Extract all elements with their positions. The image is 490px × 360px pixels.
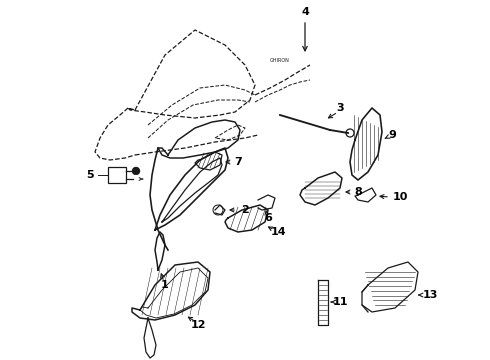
Text: 2: 2 bbox=[241, 205, 249, 215]
Text: 5: 5 bbox=[86, 170, 94, 180]
Text: 12: 12 bbox=[190, 320, 206, 330]
Text: 10: 10 bbox=[392, 192, 408, 202]
Text: 13: 13 bbox=[422, 290, 438, 300]
Text: 11: 11 bbox=[332, 297, 348, 307]
Text: 3: 3 bbox=[336, 103, 344, 113]
Text: 9: 9 bbox=[388, 130, 396, 140]
Bar bbox=[108, 167, 126, 183]
Text: 14: 14 bbox=[270, 227, 286, 237]
Text: GHIRON: GHIRON bbox=[270, 58, 290, 63]
Text: 4: 4 bbox=[301, 7, 309, 17]
Text: 7: 7 bbox=[234, 157, 242, 167]
Text: 6: 6 bbox=[264, 213, 272, 223]
Circle shape bbox=[132, 167, 140, 175]
Text: 8: 8 bbox=[354, 187, 362, 197]
Text: 1: 1 bbox=[161, 280, 169, 290]
